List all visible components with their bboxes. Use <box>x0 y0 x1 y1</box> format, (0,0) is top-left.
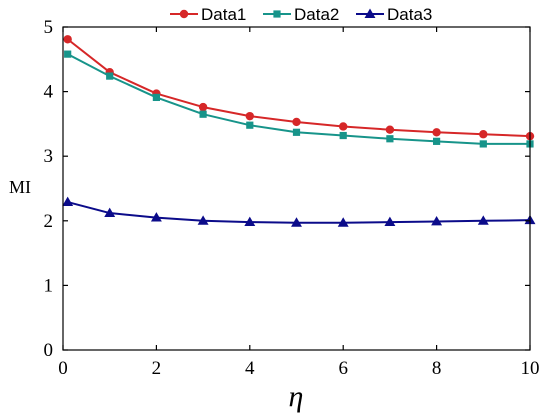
data-point-data1 <box>339 122 348 131</box>
y-tick-label: 1 <box>44 275 54 296</box>
series-data1 <box>63 35 535 141</box>
x-tick-label: 8 <box>432 358 442 379</box>
data-point-data2 <box>199 110 207 118</box>
legend-item-data3: Data3 <box>356 5 432 24</box>
data-point-data3 <box>150 212 162 222</box>
data-point-data1 <box>479 130 488 139</box>
data-point-data3 <box>431 215 443 226</box>
legend-label: Data1 <box>201 5 246 24</box>
data-point-data2 <box>339 131 347 140</box>
y-tick-label: 4 <box>44 82 54 103</box>
data-point-data3 <box>337 217 349 227</box>
data-point-data1 <box>245 111 254 121</box>
data-point-data1 <box>63 35 72 44</box>
x-tick-label: 4 <box>245 358 255 379</box>
data-point-data3 <box>384 216 396 227</box>
legend: Data1 Data2 Data3 <box>170 5 432 24</box>
y-tick-label: 2 <box>44 211 54 232</box>
data-point-data3 <box>477 215 489 225</box>
data-point-data3 <box>244 216 256 227</box>
data-point-data2 <box>152 93 160 102</box>
data-point-data2 <box>479 140 487 148</box>
y-tick-label: 5 <box>44 17 54 38</box>
x-tick-label: 0 <box>58 358 68 379</box>
data-point-data1 <box>198 102 208 112</box>
data-point-data2 <box>64 50 72 58</box>
data-point-data3 <box>197 215 209 225</box>
series-layer <box>62 35 536 227</box>
x-axis-label: η <box>289 380 304 413</box>
data-point-data2 <box>433 137 441 145</box>
data-point-data2 <box>106 72 114 80</box>
data-point-data3 <box>62 196 74 207</box>
y-tick-label: 0 <box>44 340 54 361</box>
series-data2 <box>64 50 534 148</box>
x-tick-label: 6 <box>338 358 348 379</box>
legend-marker <box>273 10 281 18</box>
series-line-data3 <box>67 201 531 224</box>
legend-label: Data3 <box>387 5 432 24</box>
data-point-data1 <box>292 117 301 127</box>
legend-item-data1: Data1 <box>170 5 246 24</box>
legend-item-data2: Data2 <box>263 5 339 24</box>
data-point-data1 <box>432 128 441 137</box>
data-point-data1 <box>385 125 395 134</box>
data-point-data3 <box>291 217 302 227</box>
data-point-data3 <box>104 207 116 218</box>
series-data3 <box>62 196 536 227</box>
x-tick-label: 2 <box>152 358 162 379</box>
ticks-layer: 0 2 4 6 8 10 0 1 2 3 4 5 <box>44 17 540 379</box>
data-point-data2 <box>292 128 301 136</box>
legend-label: Data2 <box>294 5 339 24</box>
data-point-data2 <box>246 121 254 129</box>
plot-frame <box>62 26 531 351</box>
x-tick-label: 10 <box>521 358 540 379</box>
legend-marker <box>364 8 376 18</box>
y-tick-label: 3 <box>44 146 54 167</box>
legend-marker <box>179 9 189 19</box>
data-point-data2 <box>386 135 394 143</box>
y-axis-label: MI <box>9 177 31 197</box>
